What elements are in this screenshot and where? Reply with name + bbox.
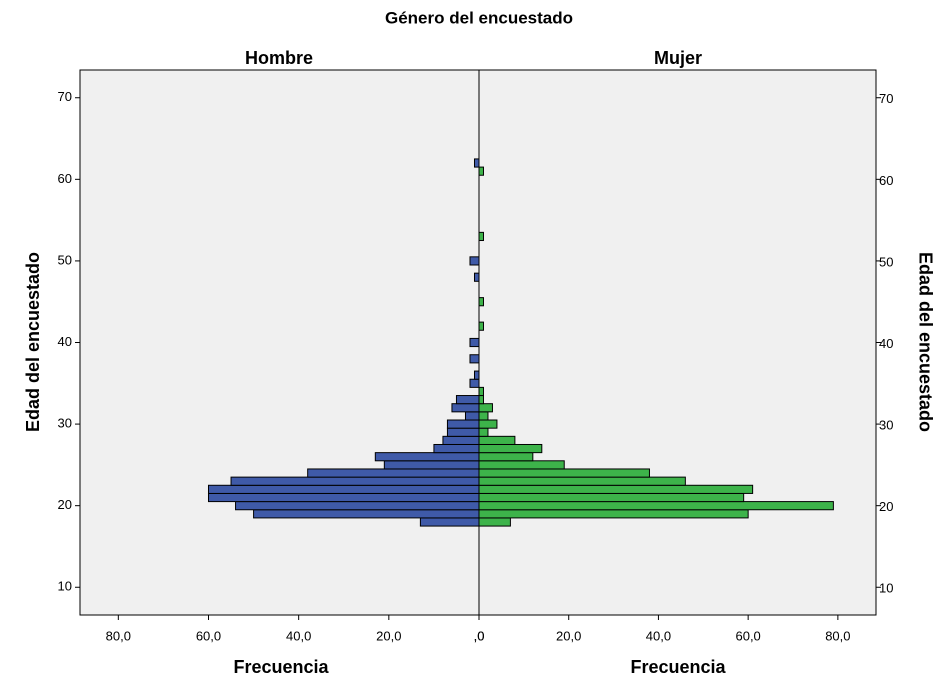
bar: [446, 427, 480, 437]
bar: [455, 395, 480, 405]
bar: [451, 403, 480, 413]
bar: [473, 158, 480, 168]
bar: [383, 460, 480, 470]
bar: [446, 419, 480, 429]
bar: [478, 492, 745, 503]
bar: [478, 386, 484, 397]
x-tick-label: ,0: [474, 628, 485, 643]
bar: [478, 509, 749, 519]
bar: [207, 492, 480, 503]
bar: [473, 370, 480, 380]
bar: [230, 476, 480, 486]
x-tick-label: 60,0: [735, 628, 760, 643]
bar: [478, 231, 484, 242]
x-tick-label: 20,0: [376, 628, 401, 643]
bar: [253, 509, 480, 519]
x-tick-label: ,0: [474, 628, 485, 643]
y-tick-label: 70: [58, 89, 72, 104]
y2-tick-label: 70: [879, 91, 893, 106]
y2-tick-label: 10: [879, 581, 893, 596]
bar: [478, 476, 686, 486]
bar: [478, 484, 754, 494]
panel-title: Mujer: [654, 48, 702, 68]
bar: [469, 256, 480, 266]
bar: [374, 452, 480, 462]
x-tick-label: 80,0: [825, 628, 850, 643]
bar: [478, 468, 650, 478]
y-tick-label: 10: [58, 579, 72, 594]
bar: [478, 297, 484, 307]
bar: [473, 272, 480, 282]
bar: [478, 166, 484, 176]
y2-tick-label: 60: [879, 173, 893, 188]
bar: [469, 378, 480, 388]
bar: [478, 395, 484, 405]
x-tick-label: 80,0: [106, 628, 131, 643]
bar: [469, 337, 480, 348]
y2-tick-label: 50: [879, 254, 893, 269]
y2-tick-label: 30: [879, 418, 893, 433]
x-tick-label: 40,0: [286, 628, 311, 643]
bar: [478, 517, 511, 527]
x-tick-label: 40,0: [646, 628, 671, 643]
y2-tick-label: 20: [879, 499, 893, 514]
y-tick-label: 30: [58, 416, 72, 431]
x-axis-label: Frecuencia: [630, 657, 726, 677]
bar: [478, 501, 834, 511]
bar: [235, 501, 480, 511]
y-tick-label: 60: [58, 171, 72, 186]
bar: [207, 484, 480, 494]
bar: [478, 452, 534, 462]
bar: [478, 443, 543, 454]
panel-title: Hombre: [245, 48, 313, 68]
x-axis-label: Frecuencia: [233, 657, 329, 677]
bar: [419, 517, 480, 527]
bar: [478, 460, 565, 470]
y-tick-label: 50: [58, 252, 72, 267]
x-tick-label: 20,0: [556, 628, 581, 643]
y-tick-label: 20: [58, 497, 72, 512]
bar: [478, 435, 516, 445]
x-tick-label: 60,0: [196, 628, 221, 643]
y-tick-label: 40: [58, 334, 72, 349]
bar: [478, 411, 489, 421]
bar: [433, 443, 480, 454]
bar: [469, 354, 480, 364]
y-axis-label: Edad del encuestado: [23, 252, 43, 432]
bar: [478, 321, 484, 331]
bar: [307, 468, 480, 478]
y2-tick-label: 40: [879, 336, 893, 351]
bar: [478, 419, 498, 429]
chart-title: Género del encuestado: [385, 8, 573, 27]
y2-axis-label: Edad del encuestado: [915, 252, 935, 432]
bar: [478, 427, 489, 437]
bar: [464, 411, 480, 421]
bar: [478, 403, 493, 413]
bar: [442, 435, 480, 445]
